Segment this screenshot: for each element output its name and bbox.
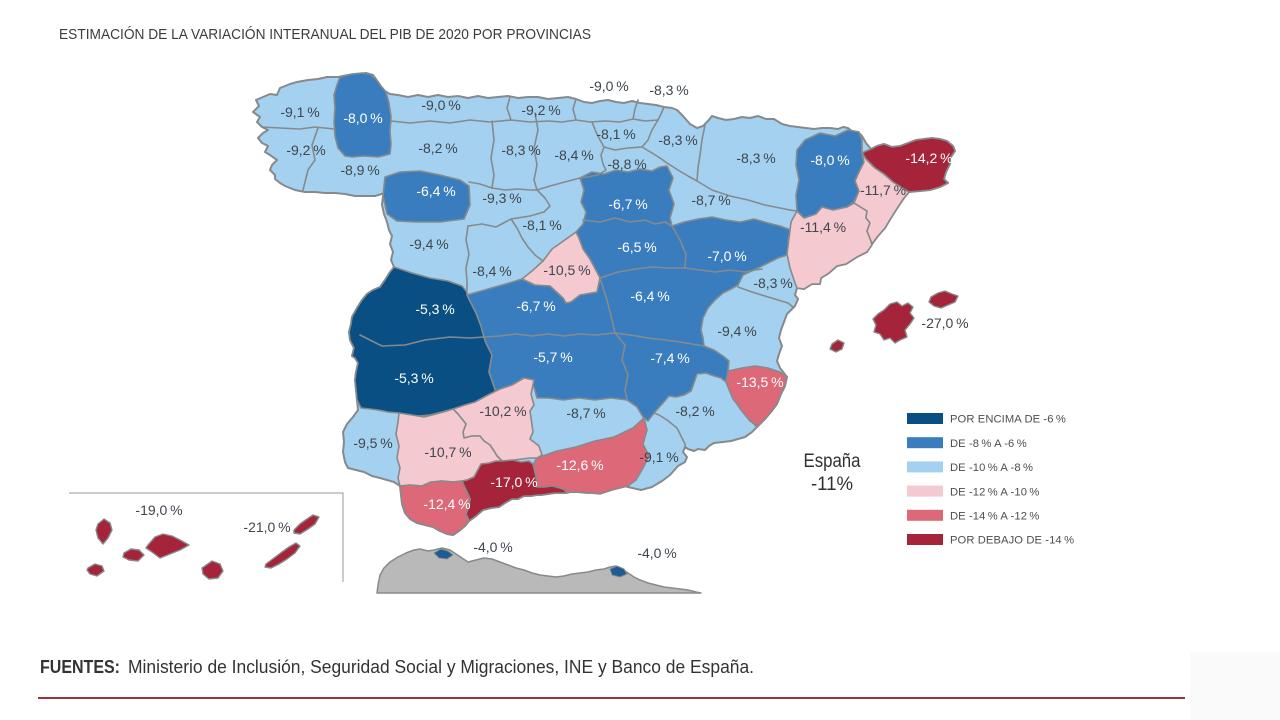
svg-text:-8,3 %: -8,3 % xyxy=(501,142,540,158)
svg-text:FUENTES:: FUENTES: xyxy=(40,656,120,677)
svg-text:-8,3 %: -8,3 % xyxy=(753,275,792,291)
svg-text:-7,4 %: -7,4 % xyxy=(650,350,689,366)
svg-text:-8,3 %: -8,3 % xyxy=(736,150,775,166)
svg-text:-12,6 %: -12,6 % xyxy=(556,457,603,473)
svg-text:ESTIMACIÓN DE LA VARIACIÓN INT: ESTIMACIÓN DE LA VARIACIÓN INTERANUAL DE… xyxy=(59,26,591,43)
svg-text:-4,0 %: -4,0 % xyxy=(637,545,676,561)
svg-text:-9,5 %: -9,5 % xyxy=(353,435,392,451)
svg-text:-11,7 %: -11,7 % xyxy=(860,182,906,198)
svg-text:-6,4 %: -6,4 % xyxy=(630,288,669,304)
svg-text:-8,0 %: -8,0 % xyxy=(343,110,382,126)
svg-text:-9,4 %: -9,4 % xyxy=(717,323,756,339)
svg-text:-5,7 %: -5,7 % xyxy=(533,349,572,365)
svg-text:-12,4 %: -12,4 % xyxy=(423,496,470,512)
svg-text:-5,3 %: -5,3 % xyxy=(394,370,433,386)
svg-text:-17,0 %: -17,0 % xyxy=(490,474,537,490)
svg-text:-6,4 %: -6,4 % xyxy=(416,183,455,199)
svg-text:-8,0 %: -8,0 % xyxy=(810,152,849,168)
svg-text:-8,7 %: -8,7 % xyxy=(566,405,605,421)
svg-text:DE -8 % A -6 %: DE -8 % A -6 % xyxy=(950,438,1027,450)
svg-text:-8,9 %: -8,9 % xyxy=(340,162,379,178)
svg-text:-8,3 %: -8,3 % xyxy=(649,82,688,98)
svg-text:-27,0 %: -27,0 % xyxy=(921,315,968,331)
svg-text:-11,4 %: -11,4 % xyxy=(800,219,846,235)
svg-text:DE -14 % A -12 %: DE -14 % A -12 % xyxy=(950,511,1039,523)
svg-text:-8,1 %: -8,1 % xyxy=(522,217,561,233)
svg-text:-10,5 %: -10,5 % xyxy=(543,262,590,278)
svg-text:-4,0 %: -4,0 % xyxy=(473,539,512,555)
svg-text:-6,5 %: -6,5 % xyxy=(617,239,656,255)
svg-text:Ministerio de Inclusión, Segur: Ministerio de Inclusión, Seguridad Socia… xyxy=(128,656,754,677)
svg-text:-8,7 %: -8,7 % xyxy=(691,192,730,208)
svg-text:POR DEBAJO DE -14 %: POR DEBAJO DE -14 % xyxy=(950,535,1074,547)
svg-text:-5,3 %: -5,3 % xyxy=(415,301,454,317)
svg-text:-13,5 %: -13,5 % xyxy=(736,374,783,390)
svg-text:DE -12 % A -10 %: DE -12 % A -10 % xyxy=(950,486,1039,498)
svg-text:-9,4 %: -9,4 % xyxy=(409,236,448,252)
svg-text:-8,3 %: -8,3 % xyxy=(658,132,697,148)
svg-text:-9,1 %: -9,1 % xyxy=(280,104,319,120)
svg-text:-9,0 %: -9,0 % xyxy=(589,78,628,94)
svg-text:-10,2 %: -10,2 % xyxy=(479,403,526,419)
svg-text:-8,8 %: -8,8 % xyxy=(607,156,646,172)
svg-text:-8,4 %: -8,4 % xyxy=(472,263,511,279)
svg-text:POR ENCIMA DE -6 %: POR ENCIMA DE -6 % xyxy=(950,414,1066,426)
svg-text:-14,2 %: -14,2 % xyxy=(905,150,952,166)
svg-text:-8,2 %: -8,2 % xyxy=(675,403,714,419)
svg-text:-9,0 %: -9,0 % xyxy=(421,97,460,113)
svg-text:-6,7 %: -6,7 % xyxy=(608,196,647,212)
svg-text:-7,0 %: -7,0 % xyxy=(707,248,746,264)
svg-text:-9,1 %: -9,1 % xyxy=(639,449,678,465)
svg-text:-6,7 %: -6,7 % xyxy=(516,298,555,314)
svg-text:-9,3 %: -9,3 % xyxy=(482,190,521,206)
svg-text:-8,4 %: -8,4 % xyxy=(554,147,593,163)
svg-text:España: España xyxy=(804,451,861,472)
svg-text:-11%: -11% xyxy=(811,474,853,495)
svg-text:-8,1 %: -8,1 % xyxy=(596,126,635,142)
svg-text:-9,2 %: -9,2 % xyxy=(286,142,325,158)
svg-text:DE -10 % A -8 %: DE -10 % A -8 % xyxy=(950,462,1033,474)
svg-text:-21,0 %: -21,0 % xyxy=(243,519,290,535)
svg-text:-10,7 %: -10,7 % xyxy=(424,444,471,460)
svg-text:-19,0 %: -19,0 % xyxy=(135,502,182,518)
svg-text:-8,2 %: -8,2 % xyxy=(418,140,457,156)
svg-text:-9,2 %: -9,2 % xyxy=(521,102,560,118)
